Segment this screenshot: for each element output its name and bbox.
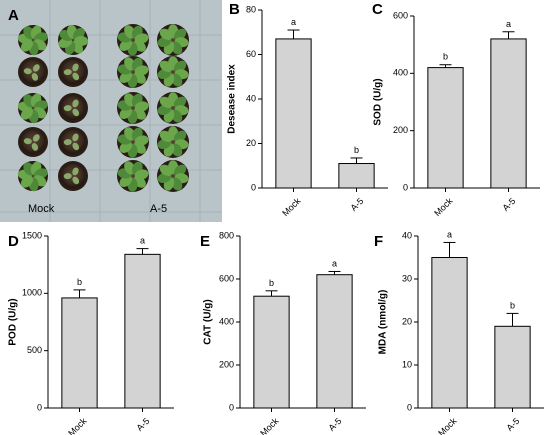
y-tick-label: 0 [251, 182, 256, 192]
panel-letter: D [8, 233, 19, 250]
chart-panel-b: B Desease index 0 20 40 60 80 a Mock b A-5 [227, 1, 388, 218]
y-tick-label: 400 [219, 316, 234, 326]
y-axis-label: POD (U/g) [8, 298, 19, 345]
plant-pot [58, 93, 88, 123]
plant-pot [58, 24, 89, 55]
significance-letter: b [354, 145, 359, 155]
y-tick-label: 40 [246, 93, 256, 103]
bar-mock [427, 67, 464, 189]
y-tick-label: 200 [219, 359, 234, 369]
x-category-label: Mock [432, 196, 455, 219]
plant-pot [17, 25, 48, 56]
bar-a-5 [316, 274, 353, 409]
y-tick-label: 0 [37, 402, 42, 412]
bar-a-5 [338, 163, 375, 189]
chart-panel-f: F MDA (nmol/g) 0 10 20 30 40 a Mock b A-5 [374, 229, 544, 435]
plant-pot [17, 93, 48, 124]
group-label-mock: Mock [28, 203, 55, 215]
bar-a-5 [490, 38, 527, 189]
bar-mock [253, 295, 290, 409]
y-axis-label: MDA (nmol/g) [378, 290, 389, 355]
y-tick-label: 800 [219, 230, 234, 240]
y-tick-label: 60 [246, 49, 256, 59]
y-tick-label: 600 [393, 10, 408, 20]
bar-a-5 [494, 325, 531, 409]
plant-pot [18, 127, 48, 157]
y-tick-label: 20 [246, 138, 256, 148]
significance-letter: a [506, 19, 511, 29]
bar-a-5 [124, 253, 161, 409]
y-tick-label: 500 [27, 345, 42, 355]
y-tick-label: 400 [393, 68, 408, 78]
plant-pot [58, 57, 88, 87]
x-category-label: Mock [66, 416, 89, 435]
a5-pots [117, 24, 189, 192]
y-tick-label: 0 [407, 402, 412, 412]
x-category-label: A-5 [326, 416, 343, 433]
significance-letter: b [269, 278, 274, 288]
chart-panel-e: E CAT (U/g) 0 200 400 600 800 b Mock a A-5 [200, 230, 366, 435]
plant-pot [58, 161, 88, 191]
y-axis-label: SOD (U/g) [373, 78, 384, 125]
significance-letter: b [77, 277, 82, 287]
y-tick-label: 80 [246, 4, 256, 14]
plant-pot [157, 24, 189, 56]
plant-pot [58, 127, 88, 157]
plant-pot [157, 92, 189, 124]
y-tick-label: 600 [219, 273, 234, 283]
plant-pot [18, 57, 48, 87]
chart-panel-d: D POD (U/g) 0 500 1000 1500 b Mock a A-5 [8, 230, 174, 435]
y-axis-label: CAT (U/g) [203, 299, 214, 344]
panel-letter: B [229, 1, 240, 18]
significance-letter: a [140, 236, 145, 246]
x-category-label: Mock [280, 196, 303, 219]
seedling-photo-panel: A Mock A-5 [0, 0, 222, 222]
plant-pot [157, 56, 189, 88]
x-category-label: A-5 [504, 416, 521, 433]
plant-pot [117, 56, 149, 88]
bar-mock [61, 297, 98, 409]
panel-letter: E [200, 233, 210, 250]
plant-pot [117, 24, 149, 56]
y-tick-label: 0 [403, 182, 408, 192]
plant-pot [117, 92, 149, 124]
plant-pot [117, 126, 149, 158]
x-category-label: Mock [258, 416, 281, 435]
y-tick-label: 1000 [22, 288, 42, 298]
x-category-label: A-5 [134, 416, 151, 433]
y-tick-label: 10 [402, 359, 412, 369]
plant-pot [17, 161, 48, 192]
plant-pot [117, 160, 149, 192]
x-category-label: A-5 [500, 196, 517, 213]
y-tick-label: 0 [229, 402, 234, 412]
y-tick-label: 30 [402, 273, 412, 283]
plant-pot [157, 126, 189, 158]
panel-letter: C [372, 1, 383, 18]
x-category-label: Mock [436, 416, 459, 435]
bar-mock [431, 257, 468, 409]
panel-letter-a: A [8, 7, 19, 24]
significance-letter: b [443, 52, 448, 62]
panel-letter: F [374, 233, 383, 250]
y-tick-label: 20 [402, 316, 412, 326]
y-tick-label: 200 [393, 125, 408, 135]
y-tick-label: 1500 [22, 230, 42, 240]
significance-letter: a [447, 229, 452, 239]
y-tick-label: 40 [402, 230, 412, 240]
significance-letter: a [332, 258, 337, 268]
significance-letter: b [510, 300, 515, 310]
chart-panel-c: C SOD (U/g) 0 200 400 600 b Mock a A-5 [372, 1, 540, 218]
bar-mock [275, 38, 312, 189]
y-axis-label: Desease index [227, 64, 238, 134]
mock-pots [17, 24, 89, 192]
x-category-label: A-5 [348, 196, 365, 213]
plant-pot [157, 160, 189, 192]
group-label-a5: A-5 [150, 203, 167, 215]
seedling-photo: A Mock A-5 [0, 0, 222, 222]
significance-letter: a [291, 17, 296, 27]
